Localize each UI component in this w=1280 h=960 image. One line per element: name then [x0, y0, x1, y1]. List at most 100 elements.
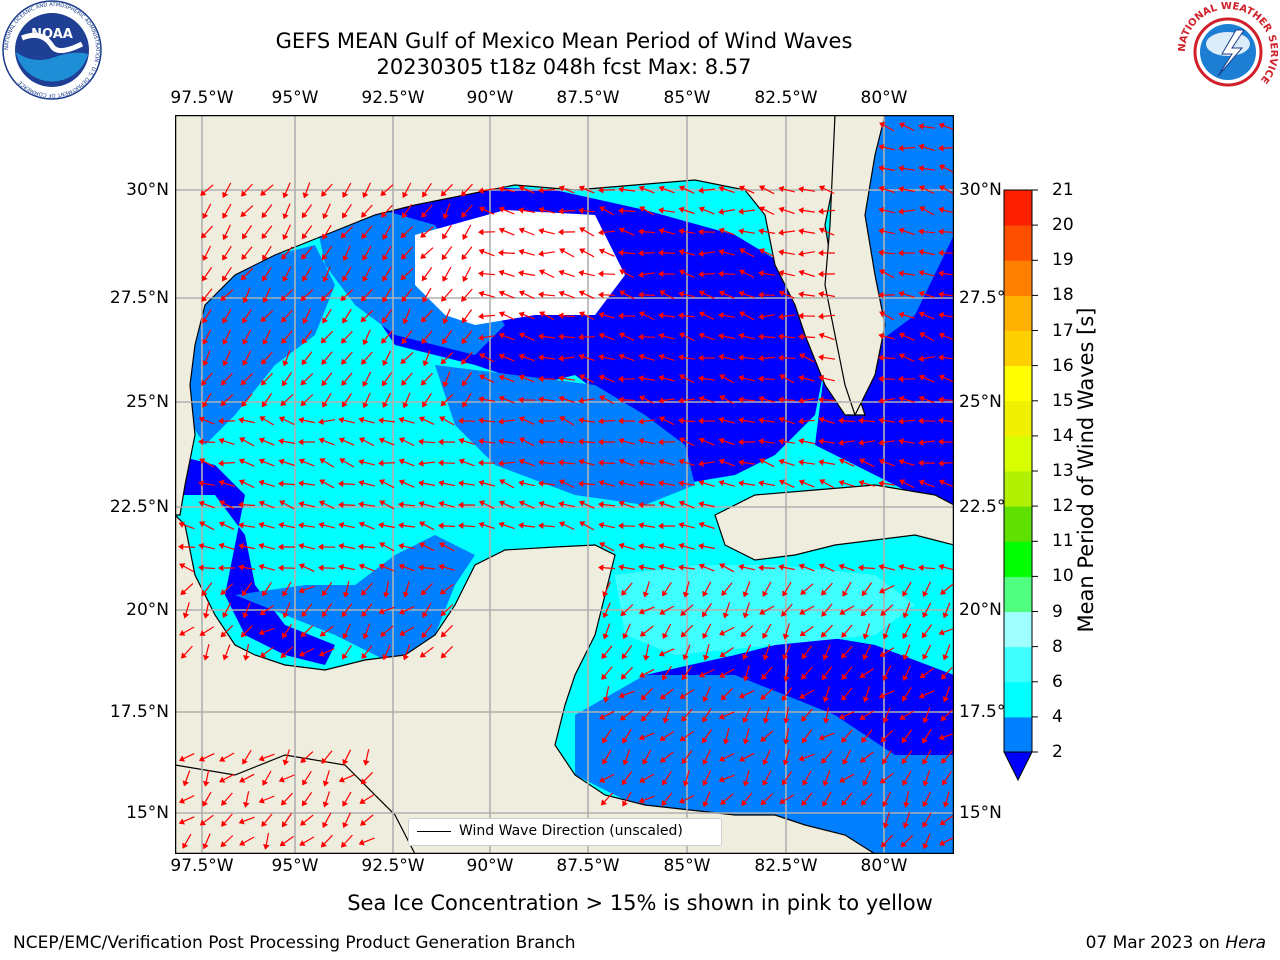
wind-wave-arrow	[242, 350, 252, 366]
wind-wave-arrow	[222, 245, 232, 261]
wind-wave-arrow	[738, 332, 755, 340]
wind-wave-arrow	[538, 480, 555, 487]
wind-wave-arrow	[201, 582, 213, 597]
wind-wave-arrow	[758, 438, 775, 445]
wind-wave-arrow	[360, 288, 373, 302]
wind-wave-arrow	[518, 500, 535, 509]
wind-wave-arrow	[898, 227, 915, 236]
wind-wave-arrow	[498, 290, 515, 299]
longitude-tick-label: 92.5°W	[361, 856, 425, 876]
wind-wave-arrow	[498, 332, 515, 341]
wind-wave-arrow	[678, 521, 695, 529]
wind-wave-arrow	[698, 206, 715, 215]
wind-wave-arrow	[220, 835, 234, 848]
wind-wave-arrow	[758, 417, 775, 424]
wind-wave-arrow	[478, 374, 495, 384]
wind-wave-arrow	[821, 750, 833, 764]
wind-wave-arrow	[838, 458, 855, 467]
wind-wave-arrow	[938, 228, 954, 236]
wind-wave-arrow	[518, 479, 535, 487]
wind-wave-arrow	[619, 290, 635, 300]
wind-wave-arrow	[558, 207, 576, 215]
wind-wave-arrow	[618, 417, 636, 425]
wind-wave-arrow	[618, 522, 636, 530]
nws-logo: NATIONAL WEATHER SERVICE	[1177, 1, 1279, 102]
wind-wave-arrow	[382, 392, 392, 408]
wind-wave-arrow	[758, 354, 776, 362]
wind-wave-arrow	[318, 418, 335, 425]
wind-wave-arrow	[720, 687, 734, 701]
wind-wave-arrow	[758, 395, 775, 403]
wind-wave-arrow	[538, 227, 555, 235]
wind-wave-arrow	[798, 186, 815, 193]
wind-wave-arrow	[222, 224, 231, 241]
wind-wave-arrow	[798, 291, 815, 298]
wind-wave-arrow	[758, 375, 776, 383]
wind-wave-arrow	[781, 687, 793, 702]
wind-wave-arrow	[382, 266, 392, 282]
latitude-tick-label: 17.5°N	[109, 702, 169, 722]
wind-wave-arrow	[718, 270, 736, 278]
wind-wave-arrow	[738, 459, 755, 466]
wind-wave-arrow	[800, 583, 814, 595]
wind-wave-arrow	[478, 206, 495, 215]
colorbar-segment	[1004, 541, 1032, 577]
wind-wave-arrow	[879, 311, 895, 321]
wind-wave-arrow	[598, 354, 615, 361]
wind-wave-arrow	[742, 581, 751, 598]
wind-wave-arrow	[178, 753, 195, 762]
wind-wave-arrow	[598, 479, 615, 487]
wind-wave-arrow	[718, 437, 735, 446]
wind-wave-arrow	[922, 728, 932, 744]
wind-wave-arrow	[320, 330, 334, 344]
wind-wave-arrow	[281, 813, 292, 828]
wind-wave-arrow	[918, 374, 935, 383]
wind-wave-arrow	[518, 269, 536, 277]
wind-wave-arrow	[859, 668, 875, 678]
wind-wave-arrow	[518, 522, 535, 529]
wind-wave-arrow	[922, 770, 931, 787]
wind-wave-arrow	[859, 751, 874, 763]
wind-wave-arrow	[498, 249, 516, 257]
wind-wave-arrow	[318, 521, 335, 529]
wind-wave-arrow	[379, 500, 395, 510]
wind-wave-arrow	[658, 480, 676, 487]
wind-wave-arrow	[918, 355, 935, 362]
colorbar-segment	[1004, 400, 1032, 437]
wind-wave-arrow	[659, 731, 675, 741]
wind-wave-arrow	[341, 372, 353, 386]
wind-wave-arrow	[339, 458, 355, 468]
wind-wave-arrow	[242, 602, 251, 619]
wind-wave-arrow	[918, 459, 936, 467]
wind-wave-arrow	[618, 207, 636, 215]
wind-wave-arrow	[639, 206, 655, 216]
wind-wave-arrow	[718, 416, 735, 424]
wind-wave-arrow	[778, 396, 796, 404]
wind-wave-arrow	[418, 460, 435, 467]
wind-wave-arrow	[678, 269, 695, 278]
longitude-tick-label: 85°W	[663, 856, 711, 876]
wind-wave-arrow	[758, 228, 776, 235]
wind-wave-arrow	[718, 752, 735, 762]
wind-wave-arrow	[279, 500, 295, 510]
wind-wave-arrow	[359, 794, 375, 804]
wind-wave-arrow	[878, 458, 895, 467]
wind-wave-arrow	[298, 480, 315, 487]
wind-wave-arrow	[798, 250, 815, 257]
colorbar-tick-label: 8	[1052, 636, 1063, 657]
wind-wave-arrow	[460, 183, 473, 197]
wind-wave-arrow	[679, 730, 694, 742]
wind-wave-arrow	[738, 290, 755, 299]
wind-wave-arrow	[658, 374, 675, 382]
colorbar-segment	[1004, 225, 1032, 261]
wind-wave-arrow	[321, 183, 333, 197]
colorbar-tick-label: 19	[1052, 250, 1074, 271]
wind-wave-arrow	[558, 395, 575, 404]
wind-wave-arrow	[558, 479, 575, 489]
wind-wave-arrow	[498, 374, 515, 383]
wind-wave-arrow	[242, 749, 252, 765]
wind-wave-arrow	[321, 750, 333, 764]
wind-wave-arrow	[342, 644, 352, 660]
wind-wave-arrow	[761, 666, 773, 680]
wind-wave-arrow	[420, 582, 434, 596]
